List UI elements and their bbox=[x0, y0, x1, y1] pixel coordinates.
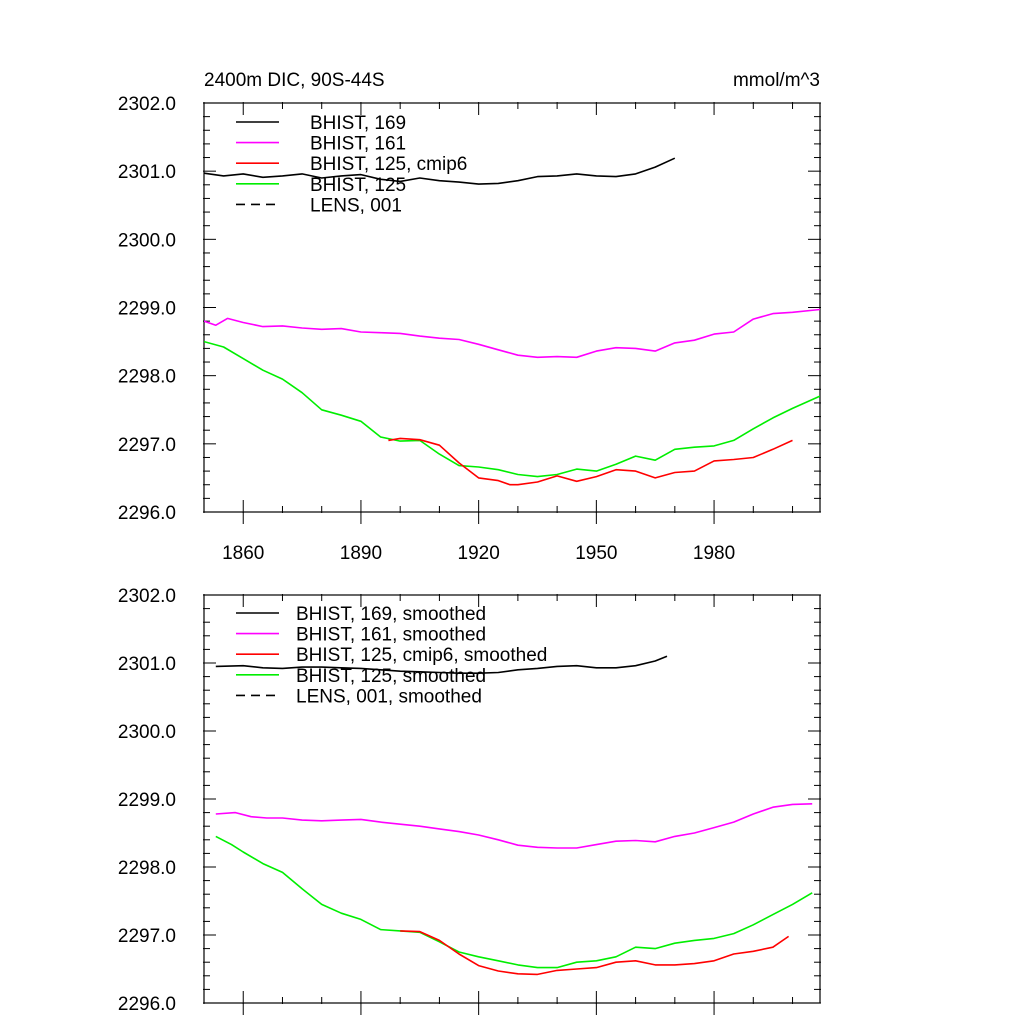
series-line-1 bbox=[204, 157, 676, 185]
legend-label: BHIST, 169, smoothed bbox=[296, 604, 486, 625]
figure-title: 2400m DIC, 90S-44S bbox=[204, 70, 385, 91]
y-tick-label: 2298.0 bbox=[118, 858, 176, 879]
chart-panel-top: 2296.0 2297.0 2298.0 2299.0 2300.0 2301.0 2302… bbox=[118, 94, 821, 564]
y-tick-label: 2296.0 bbox=[118, 994, 176, 1015]
series-line-2 bbox=[204, 308, 820, 359]
series-line-4 bbox=[204, 340, 820, 478]
legend-label: BHIST, 125, cmip6 bbox=[310, 154, 467, 175]
x-tick-label: 1950 bbox=[575, 543, 617, 564]
legend-label: BHIST, 161 bbox=[310, 134, 406, 155]
y-tick-label: 2299.0 bbox=[118, 790, 176, 811]
series-line-3 bbox=[400, 930, 790, 976]
x-tick-label: 1860 bbox=[222, 543, 264, 564]
legend-label: BHIST, 125 bbox=[310, 175, 406, 196]
y-tick-label: 2302.0 bbox=[118, 94, 176, 115]
y-tick-label: 2299.0 bbox=[118, 299, 176, 320]
y-tick-label: 2302.0 bbox=[118, 586, 176, 607]
y-tick-label: 2297.0 bbox=[118, 435, 176, 456]
chart-panel-bottom: 2296.0 2297.0 2298.0 2299.0 2300.0 2301.0 2302… bbox=[118, 586, 821, 1015]
legend-label: BHIST, 125, smoothed bbox=[296, 666, 486, 687]
x-tick-label: 1980 bbox=[693, 543, 735, 564]
series-line-4 bbox=[215, 835, 813, 969]
legend-label: LENS, 001, smoothed bbox=[296, 686, 482, 707]
y-tick-label: 2296.0 bbox=[118, 503, 176, 524]
legend-label: LENS, 001 bbox=[310, 195, 402, 216]
series-line-1 bbox=[215, 655, 668, 675]
plot-frame bbox=[203, 102, 821, 513]
y-tick-label: 2301.0 bbox=[118, 654, 176, 675]
legend-label: BHIST, 125, cmip6, smoothed bbox=[296, 645, 547, 666]
y-tick-label: 2301.0 bbox=[118, 162, 176, 183]
y-tick-label: 2300.0 bbox=[118, 230, 176, 251]
figure-units: mmol/m^3 bbox=[733, 70, 820, 91]
y-tick-label: 2297.0 bbox=[118, 926, 176, 947]
series-line-2 bbox=[215, 803, 813, 849]
y-tick-label: 2300.0 bbox=[118, 722, 176, 743]
legend-label: BHIST, 161, smoothed bbox=[296, 625, 486, 646]
x-tick-label: 1920 bbox=[458, 543, 500, 564]
x-tick-label: 1890 bbox=[340, 543, 382, 564]
series-line-3 bbox=[388, 437, 793, 486]
y-tick-label: 2298.0 bbox=[118, 367, 176, 388]
legend-label: BHIST, 169 bbox=[310, 113, 406, 134]
series-group bbox=[215, 655, 813, 976]
series-group bbox=[204, 157, 820, 486]
